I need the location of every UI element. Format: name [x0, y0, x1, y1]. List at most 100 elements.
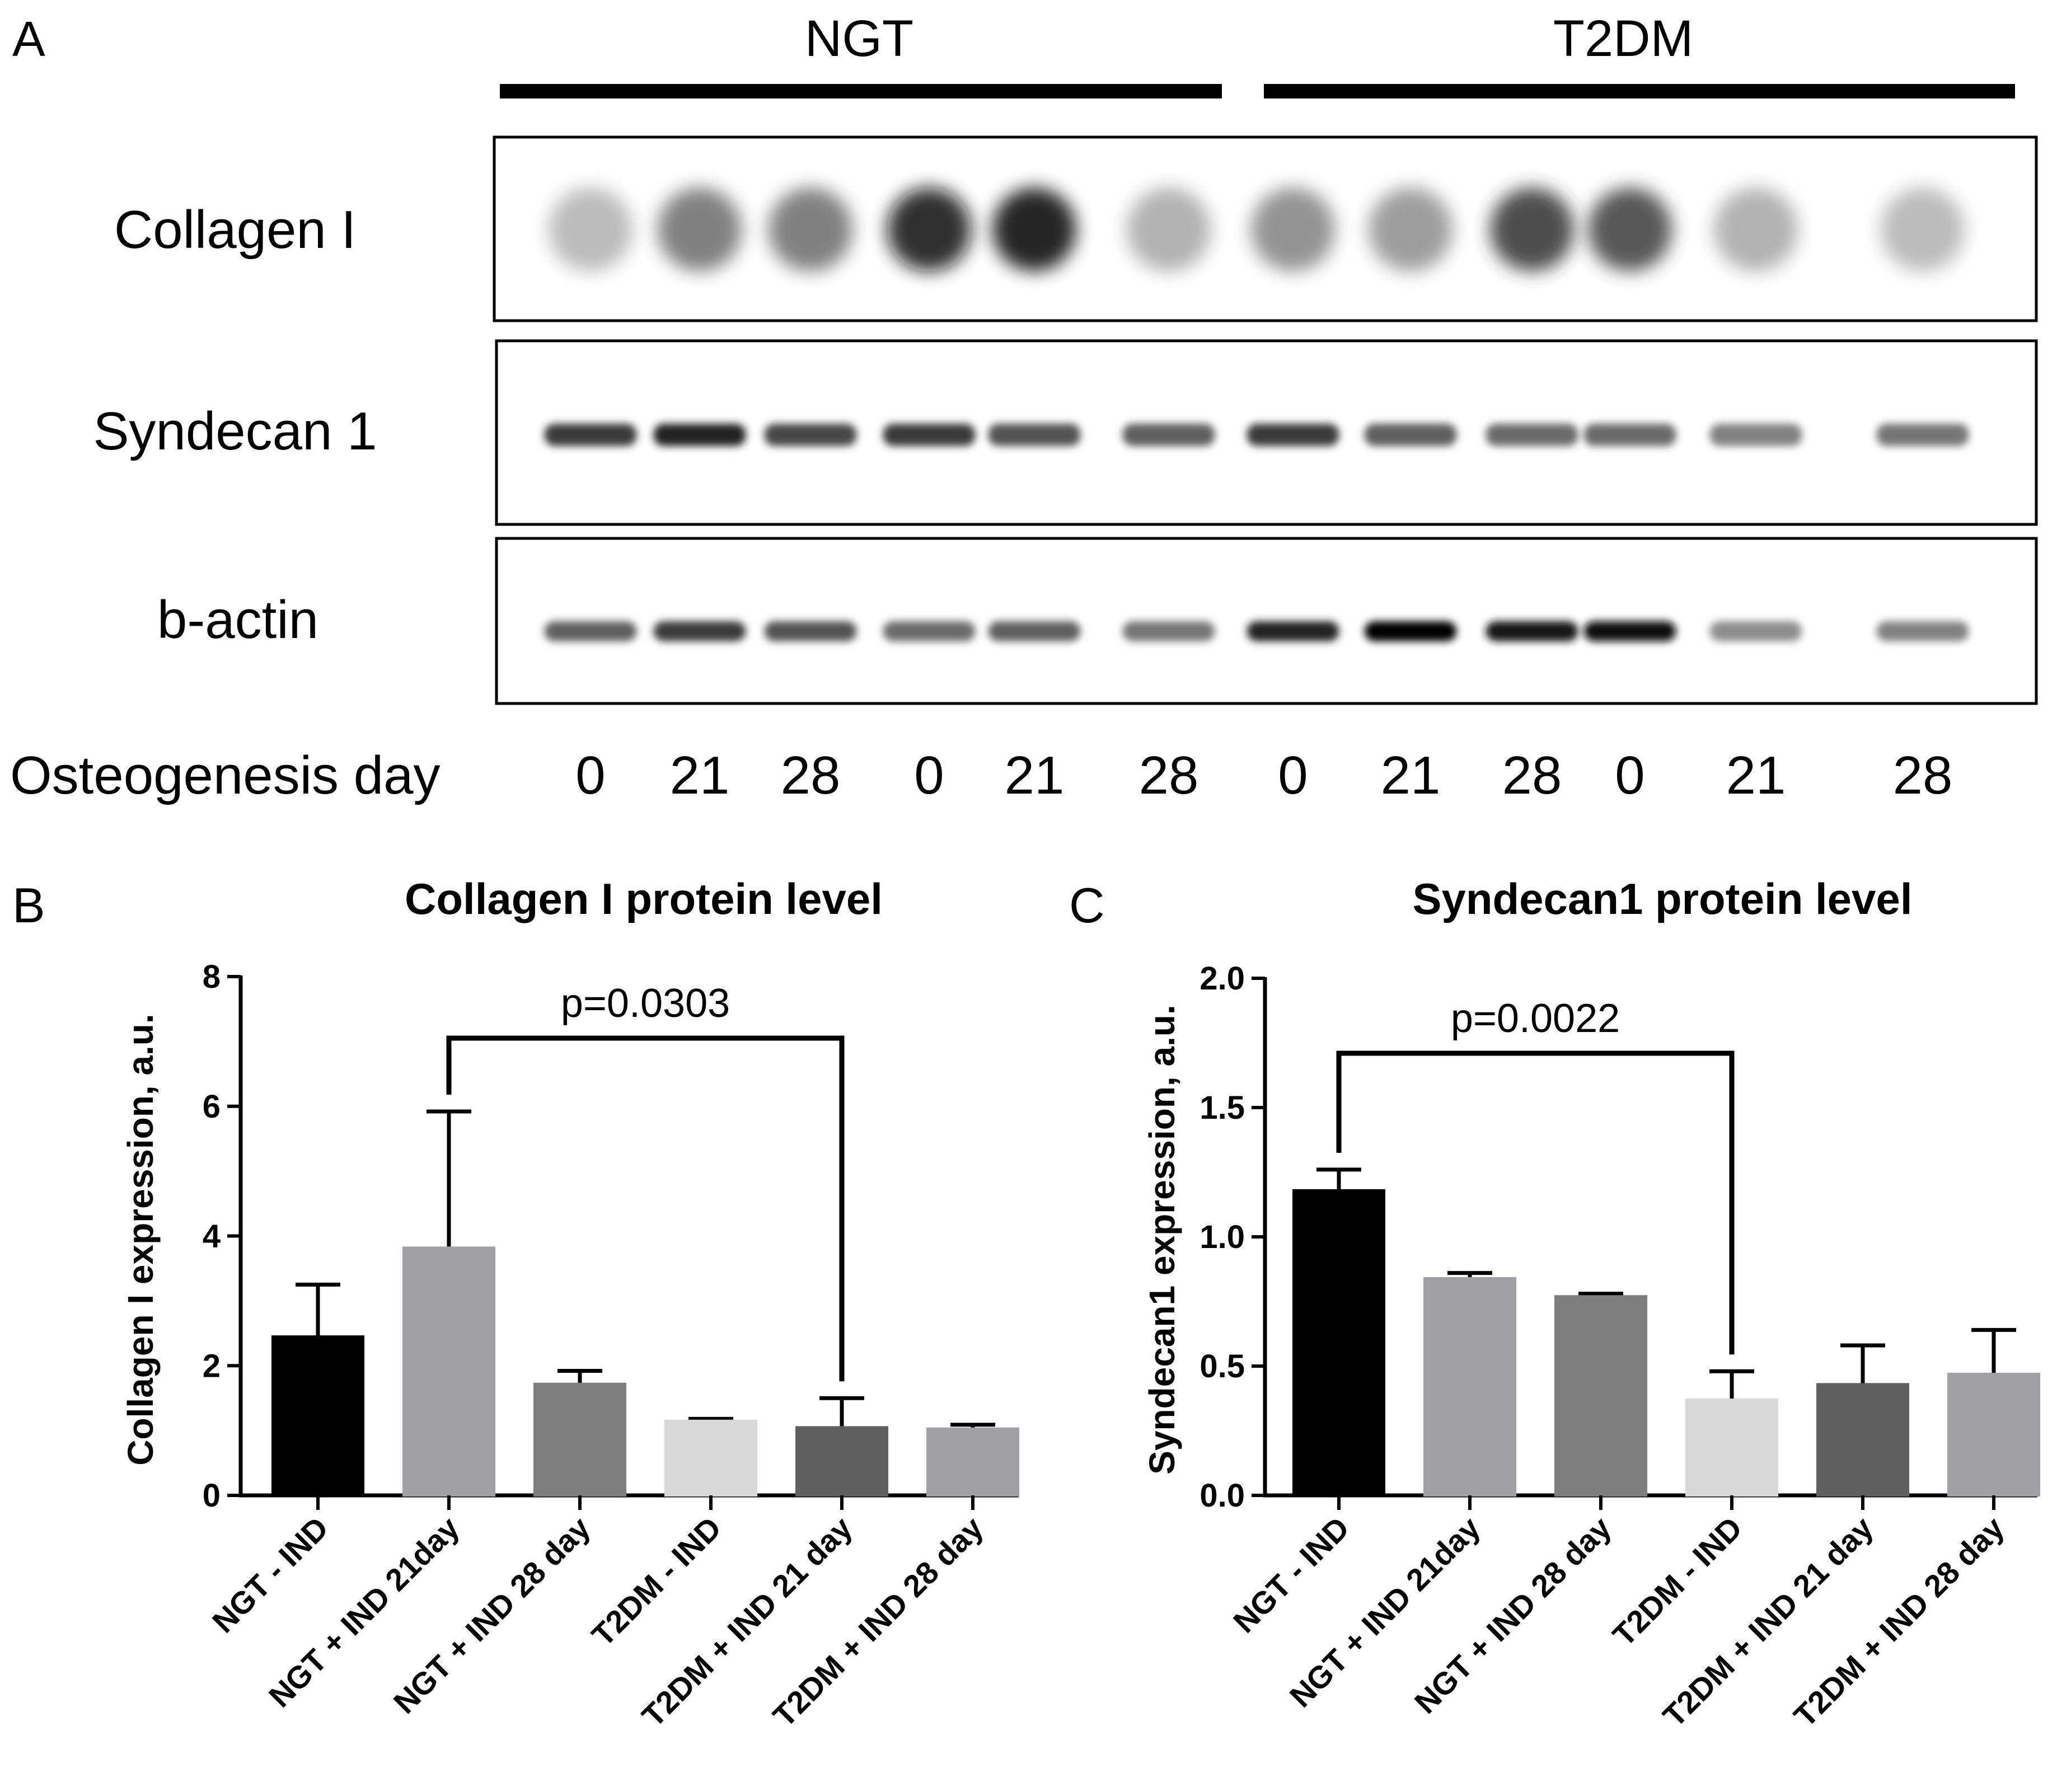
- bar: [1947, 1372, 2040, 1497]
- day-label: 21: [1381, 745, 1441, 805]
- blot-band: [549, 187, 632, 271]
- y-tick-label: 0.5: [1199, 1348, 1245, 1385]
- blot-band: [992, 187, 1076, 271]
- x-tick-label: T2DM + IND 21 day: [1656, 1510, 1880, 1734]
- blot-band: [1486, 621, 1578, 641]
- chart-b-title: Collagen I protein level: [405, 874, 883, 923]
- blot-band: [883, 424, 976, 446]
- chart-c-ylabel: Syndecan1 expression, a.u.: [1142, 1005, 1182, 1474]
- bar: [795, 1426, 888, 1497]
- y-tick-label: 0: [203, 1477, 221, 1514]
- blot-label-bactin: b-actin: [157, 590, 318, 650]
- blot-band: [1490, 187, 1574, 271]
- x-tick-label: T2DM - IND: [585, 1510, 728, 1653]
- bar: [1685, 1399, 1778, 1497]
- significance-bracket: [446, 1035, 845, 1382]
- blot-band: [1251, 187, 1335, 271]
- day-label: 28: [1139, 745, 1199, 805]
- y-tick-label: 1.0: [1199, 1219, 1245, 1255]
- blot-band: [887, 187, 971, 271]
- y-tick-label: 8: [203, 959, 221, 995]
- blot-band: [764, 424, 857, 446]
- blot-label-syndecan: Syndecan 1: [93, 401, 377, 461]
- y-tick-label: 1.5: [1199, 1090, 1245, 1126]
- blot-band: [1122, 424, 1215, 446]
- x-tick-label: T2DM + IND 28 day: [766, 1510, 990, 1734]
- blot-band: [1709, 621, 1802, 641]
- x-tick-label: T2DM + IND 21 day: [635, 1510, 859, 1734]
- blot-band: [1876, 621, 1969, 641]
- day-label: 21: [670, 745, 730, 805]
- blot-collagen-i: [493, 135, 2038, 322]
- day-label: 0: [575, 745, 605, 805]
- bar: [1423, 1277, 1516, 1497]
- day-label: 28: [1502, 745, 1562, 805]
- panel-c-label: C: [1069, 878, 1105, 933]
- chart-b-ylabel: Collagen I expression, a.u.: [120, 1014, 161, 1465]
- blot-band: [883, 621, 976, 641]
- day-label: 28: [781, 745, 841, 805]
- y-tick-label: 0.0: [1199, 1477, 1245, 1514]
- blot-band: [988, 424, 1081, 446]
- blot-band: [1876, 424, 1969, 446]
- x-tick-label: NGT - IND: [205, 1510, 335, 1640]
- bar: [1292, 1189, 1385, 1497]
- blot-label-collagen: Collagen I: [114, 200, 356, 260]
- day-label: 28: [1893, 745, 1953, 805]
- p-value-label: p=0.0022: [1451, 996, 1620, 1041]
- blot-band: [1247, 424, 1339, 446]
- blot-b-actin: [495, 537, 2038, 705]
- blot-band: [1369, 187, 1452, 271]
- p-value-label: p=0.0303: [561, 981, 730, 1026]
- x-tick-label: NGT - IND: [1226, 1510, 1356, 1640]
- day-label: 0: [914, 745, 944, 805]
- blot-band: [1364, 424, 1457, 446]
- x-tick-label: T2DM + IND 28 day: [1787, 1510, 2011, 1734]
- blot-band: [1881, 187, 1965, 271]
- panel-b-label: B: [12, 878, 45, 933]
- day-label: 21: [1005, 745, 1065, 805]
- panel-a: A NGT T2DM Collagen I Syndecan 1 b-actin…: [10, 10, 2038, 805]
- bar: [1816, 1383, 1909, 1497]
- y-tick-label: 4: [203, 1218, 221, 1255]
- bar: [926, 1427, 1019, 1497]
- blot-band: [544, 621, 637, 641]
- significance-bracket: [1336, 1050, 1735, 1355]
- blot-band: [988, 621, 1081, 641]
- blot-band: [658, 187, 742, 271]
- day-row-label: Osteogenesis day: [10, 745, 440, 805]
- blot-band: [544, 424, 637, 446]
- group-label-ngt: NGT: [805, 10, 913, 67]
- blot-band: [1583, 621, 1676, 641]
- blot-band: [769, 187, 852, 271]
- y-tick-label: 2.0: [1199, 960, 1245, 997]
- blot-syndecan-1: [495, 339, 2038, 526]
- blot-band: [1122, 621, 1215, 641]
- panel-c: C Syndecan1 protein level Syndecan1 expr…: [1069, 874, 2040, 1734]
- y-tick-label: 6: [203, 1089, 221, 1125]
- blot-band: [1486, 424, 1578, 446]
- blot-band: [764, 621, 857, 641]
- blot-band: [1127, 187, 1211, 271]
- group-label-t2dm: T2DM: [1553, 10, 1693, 67]
- bar: [402, 1246, 495, 1497]
- day-labels: 0 21 28 0 21 28 0 21 28 0 21 28: [575, 745, 1952, 805]
- x-tick-label: T2DM - IND: [1606, 1510, 1749, 1653]
- y-tick-label: 2: [203, 1348, 221, 1384]
- blot-band: [1364, 621, 1457, 641]
- panel-b: B Collagen I protein level Collagen I ex…: [12, 874, 1019, 1734]
- day-label: 0: [1615, 745, 1644, 805]
- blot-band: [653, 424, 746, 446]
- bar: [664, 1419, 757, 1497]
- blot-band: [1714, 187, 1798, 271]
- bar: [1554, 1295, 1647, 1497]
- bar: [271, 1335, 364, 1497]
- bar: [533, 1382, 626, 1497]
- chart-c-title: Syndecan1 protein level: [1412, 874, 1912, 923]
- panel-a-label: A: [12, 11, 45, 67]
- blot-band: [1709, 424, 1802, 446]
- day-label: 0: [1278, 745, 1308, 805]
